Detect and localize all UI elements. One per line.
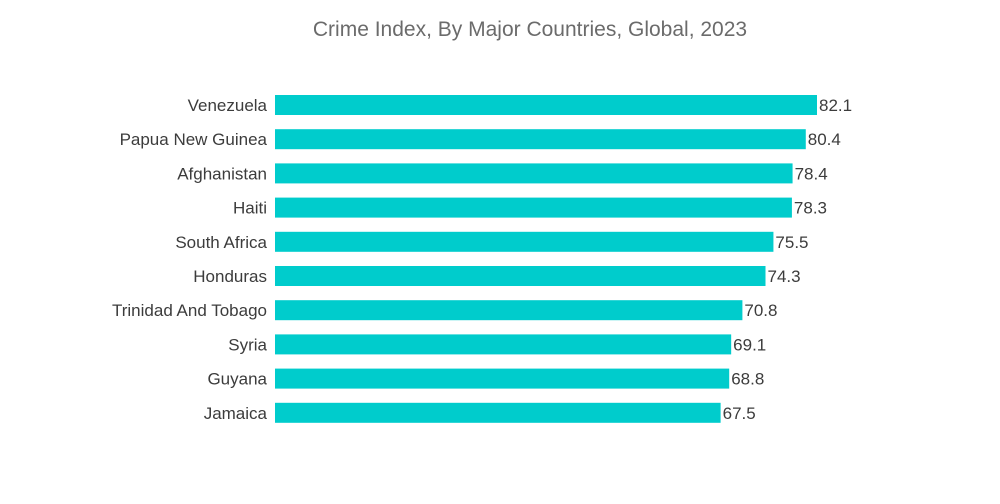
bar-trinidad-and-tobago bbox=[275, 300, 743, 321]
bar-south-africa bbox=[275, 231, 774, 252]
bar-venezuela bbox=[275, 95, 817, 115]
value-label: 75.5 bbox=[775, 233, 808, 252]
bar-jamaica bbox=[275, 402, 721, 423]
category-label: Papua New Guinea bbox=[120, 130, 268, 149]
bar-haiti bbox=[275, 197, 792, 218]
value-label: 78.4 bbox=[795, 164, 828, 183]
category-label: Jamaica bbox=[204, 404, 268, 423]
category-label: Haiti bbox=[233, 199, 267, 218]
value-label: 80.4 bbox=[808, 130, 841, 149]
value-label: 69.1 bbox=[733, 335, 766, 354]
chart-title: Crime Index, By Major Countries, Global,… bbox=[312, 18, 748, 41]
value-label: 74.3 bbox=[768, 267, 801, 286]
category-label: Guyana bbox=[207, 370, 267, 389]
category-label: South Africa bbox=[175, 233, 267, 252]
value-label: 68.8 bbox=[731, 370, 764, 389]
category-label: Syria bbox=[228, 335, 267, 354]
bar-guyana bbox=[275, 368, 730, 389]
bar-honduras bbox=[275, 266, 766, 286]
bar-syria bbox=[275, 334, 732, 355]
category-label: Trinidad And Tobago bbox=[112, 301, 267, 320]
value-label: 78.3 bbox=[794, 199, 827, 218]
value-label: 70.8 bbox=[744, 301, 777, 320]
value-label: 82.1 bbox=[819, 96, 852, 115]
category-label: Afghanistan bbox=[177, 164, 267, 183]
bar-afghanistan bbox=[275, 163, 793, 184]
category-label: Venezuela bbox=[188, 96, 268, 115]
value-label: 67.5 bbox=[723, 404, 756, 423]
bar-papua-new-guinea bbox=[275, 129, 806, 150]
category-label: Honduras bbox=[193, 267, 267, 286]
